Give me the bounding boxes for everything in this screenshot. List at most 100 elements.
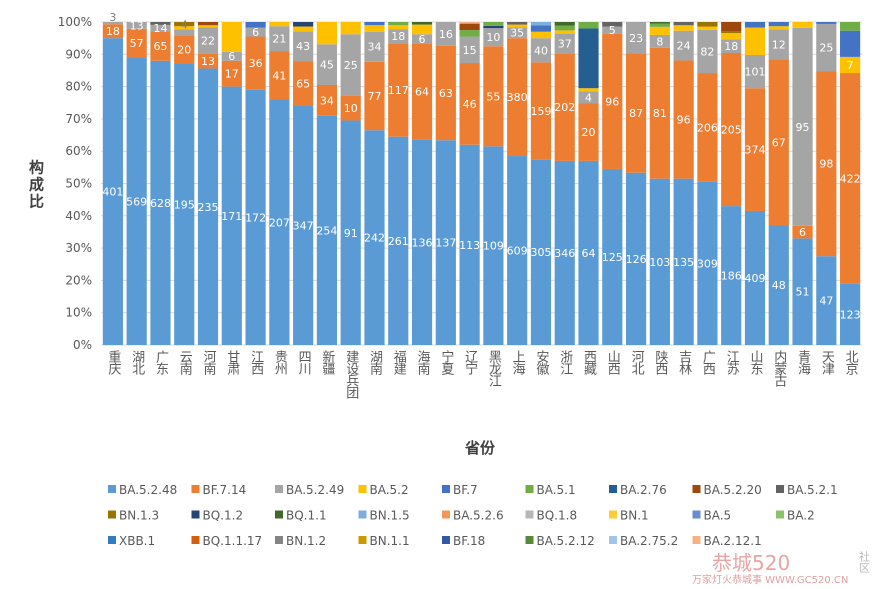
legend-item: BF.7 bbox=[442, 483, 478, 497]
bar-segment-BF.7 bbox=[744, 22, 766, 28]
data-label: 12 bbox=[772, 38, 786, 51]
bar-segment-BA.5.2.48 bbox=[578, 160, 599, 345]
data-label: 22 bbox=[201, 34, 215, 47]
data-label: 261 bbox=[388, 235, 409, 248]
bar-segment-BF.7 bbox=[816, 22, 837, 24]
bar-重庆: 401 183 bbox=[102, 11, 123, 346]
x-tick-label: 湖南 bbox=[367, 350, 383, 375]
bar-segment-BA.5.2 bbox=[316, 22, 338, 45]
legend-swatch bbox=[191, 510, 200, 519]
legend-item: BN.1 bbox=[609, 509, 649, 523]
data-label: 23 bbox=[629, 32, 643, 45]
x-tick-label: 海南 bbox=[415, 350, 431, 375]
bar-贵州: 207 41 21 bbox=[269, 22, 290, 346]
bar-segment-BA.5.2.49 bbox=[721, 39, 742, 54]
legend-item: BA.5.2.12 bbox=[525, 534, 595, 548]
data-label: 65 bbox=[296, 78, 310, 91]
legend-swatch bbox=[442, 536, 450, 544]
y-tick-label: 90% bbox=[65, 47, 92, 61]
legend-label: BF.18 bbox=[453, 534, 485, 548]
bar-segment-BA.5.2.49 bbox=[269, 26, 290, 52]
bar-segment-BA.2.12.1 bbox=[459, 22, 480, 24]
x-tick-label: 山西 bbox=[605, 350, 621, 375]
x-tick-label: 河北 bbox=[629, 350, 645, 376]
data-label: 135 bbox=[673, 256, 694, 269]
bar-segment-BA.5.2.49 bbox=[507, 27, 528, 39]
data-label: 8 bbox=[656, 35, 663, 48]
bar-segment-BA.5.2.1 bbox=[673, 22, 694, 26]
bar-segment-BF.7.14 bbox=[364, 61, 385, 131]
y-tick-label: 70% bbox=[65, 112, 92, 126]
bar-上海: 609 380 35 bbox=[507, 22, 528, 345]
data-label: 159 bbox=[530, 105, 551, 118]
data-label: 242 bbox=[364, 232, 385, 245]
x-axis-label: 省份 bbox=[464, 439, 496, 457]
bar-segment-BA.5.1 bbox=[578, 22, 599, 29]
legend-item: BA.2.76 bbox=[609, 483, 667, 497]
bar-segment-BA.5.2 bbox=[840, 56, 861, 74]
bar-广西: 309 206 82 bbox=[697, 22, 718, 345]
x-tick-label: 宁夏 bbox=[438, 349, 454, 375]
data-label: 172 bbox=[245, 211, 266, 224]
legend-label: BA.5.2.6 bbox=[453, 509, 504, 523]
bar-segment-BA.5.1 bbox=[388, 22, 409, 26]
bar-segment-BA.5.2.1 bbox=[507, 22, 528, 25]
bar-segment-BF.7.14 bbox=[602, 33, 623, 169]
data-label: 171 bbox=[221, 210, 242, 223]
bar-segment-BF.7 bbox=[245, 22, 266, 28]
data-label: 109 bbox=[483, 240, 504, 253]
legend-swatch bbox=[692, 536, 701, 544]
legend-item: BN.1.1 bbox=[358, 534, 410, 548]
data-label: 205 bbox=[721, 124, 742, 137]
x-tick-label: 西藏 bbox=[581, 350, 597, 375]
bar-segment-BA.5.2.48 bbox=[649, 178, 670, 345]
data-label: 4 bbox=[181, 18, 188, 31]
data-label: 57 bbox=[130, 37, 144, 50]
bar-segment-BA.5.2.48 bbox=[126, 57, 147, 345]
bar-segment-BF.7.14 bbox=[530, 62, 552, 160]
bar-segment-BA.5.2.48 bbox=[673, 178, 694, 345]
bar-segment-BF.7.14 bbox=[197, 53, 219, 69]
bar-segment-BQ.1.1 bbox=[649, 22, 670, 24]
bar-segment-BA.5.2 bbox=[197, 25, 219, 28]
legend-label: BQ.1.2 bbox=[203, 509, 244, 523]
bar-segment-BF.7.14 bbox=[221, 60, 242, 87]
legend-label: BF.7.14 bbox=[203, 483, 247, 497]
bar-segment-BA.5.2.49 bbox=[364, 31, 385, 62]
data-label: 51 bbox=[796, 286, 810, 299]
y-tick-label: 50% bbox=[65, 177, 92, 191]
data-label: 95 bbox=[796, 121, 810, 134]
legend-item: BA.5.2.48 bbox=[108, 483, 177, 497]
bar-segment-BF.7.14 bbox=[507, 38, 528, 157]
data-label: 374 bbox=[744, 144, 765, 157]
data-label: 346 bbox=[554, 247, 575, 260]
legend-label: BA.2.76 bbox=[620, 483, 667, 497]
data-label: 20 bbox=[582, 126, 596, 139]
legend-label: BA.2.12.1 bbox=[704, 534, 762, 548]
data-label: 609 bbox=[507, 245, 528, 258]
data-label: 64 bbox=[582, 247, 596, 260]
legend-swatch bbox=[776, 485, 784, 493]
legend-label: BQ.1.8 bbox=[537, 509, 578, 523]
bar-建设兵团: 91 10 25 bbox=[340, 22, 361, 345]
bar-segment-BF.7.14 bbox=[269, 51, 290, 100]
bar-segment-BA.5.2.49 bbox=[792, 27, 813, 226]
legend-label: BF.7 bbox=[453, 483, 478, 497]
data-label: 40 bbox=[534, 44, 548, 57]
data-label: 6 bbox=[228, 50, 235, 63]
legend-item: BA.5.2.49 bbox=[275, 483, 344, 497]
bar-segment-BA.5.2 bbox=[388, 25, 409, 30]
bar-segment-BA.5.2.49 bbox=[126, 22, 147, 29]
data-label: 96 bbox=[677, 114, 691, 127]
bar-segment-BA.5.2.48 bbox=[411, 139, 433, 345]
legend-label: BA.2.75.2 bbox=[620, 534, 678, 548]
bar-segment-BA.5.2 bbox=[578, 88, 599, 92]
bar-辽宁: 113 46 15 bbox=[459, 22, 480, 345]
bar-segment-BA.5.2.48 bbox=[459, 144, 480, 345]
bar-segment-BF.7.14 bbox=[340, 95, 361, 121]
bar-segment-BA.5.2 bbox=[293, 26, 314, 32]
bar-segment-BA.5.2.49 bbox=[483, 28, 504, 47]
bar-segment-BA.5.2.49 bbox=[602, 26, 623, 34]
bar-河北: 126 87 23 bbox=[626, 22, 647, 345]
